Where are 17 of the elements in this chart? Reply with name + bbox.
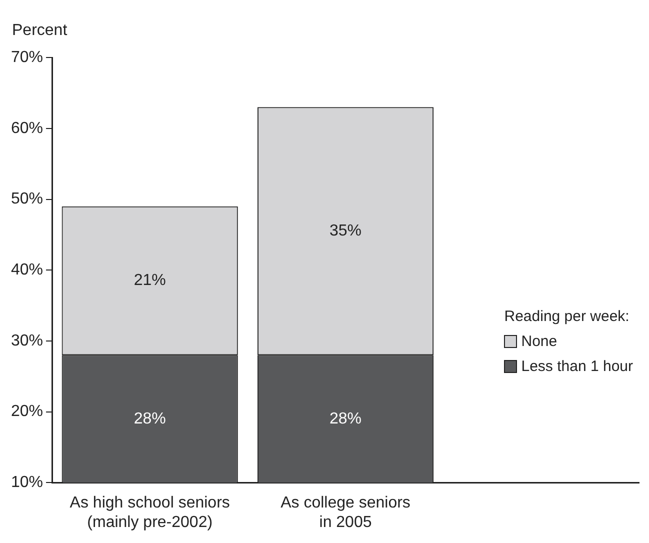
x-tick-label: As high school seniors (mainly pre-2002) <box>70 494 230 531</box>
y-tick-label: 30% <box>10 332 44 350</box>
data-label: 35% <box>329 222 362 240</box>
y-tick-label: 50% <box>10 190 44 208</box>
y-tick-label: 60% <box>10 120 44 137</box>
legend-label: Less than 1 hour <box>521 358 633 375</box>
data-label: 28% <box>134 410 166 428</box>
y-tick-label: 40% <box>10 262 44 279</box>
text: None <box>521 333 558 350</box>
y-tick-label: 20% <box>10 403 44 420</box>
legend-title: Reading per week: <box>504 308 630 325</box>
y-tick-label: 10% <box>10 474 44 492</box>
y-tick-label: 70% <box>10 49 44 66</box>
data-label: 21% <box>134 272 166 290</box>
y-axis-title: Percent <box>12 22 68 40</box>
data-label: 28% <box>329 410 362 428</box>
x-tick-label: As college seniors in 2005 <box>280 494 410 531</box>
